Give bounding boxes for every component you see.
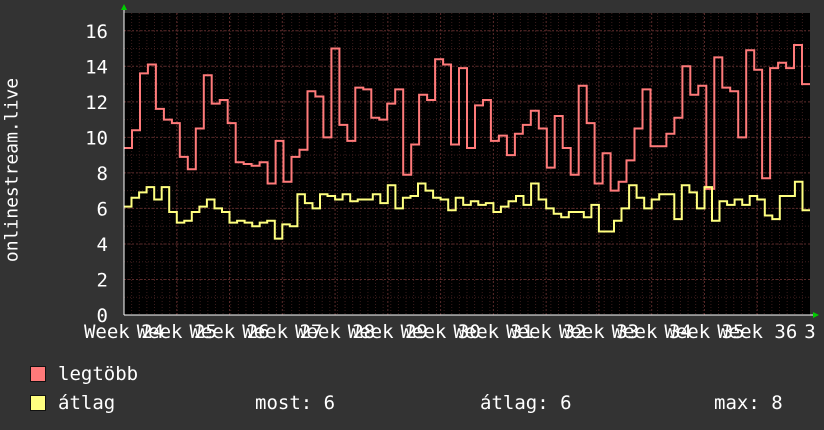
x-tick-label: Week 32	[506, 321, 586, 343]
y-tick-label: 2	[97, 269, 108, 291]
y-axis-label: onlinestream.live	[1, 77, 23, 263]
y-tick-label: 8	[97, 163, 108, 185]
series-line-1	[124, 180, 810, 240]
x-tick-label: Week 25	[137, 321, 217, 343]
y-tick-label: 16	[85, 21, 108, 43]
y-tick-label: 10	[85, 127, 108, 149]
y-axis-label-wrap: onlinestream.live	[1, 60, 23, 280]
x-tick-label: Week 27	[242, 321, 322, 343]
y-tick-label: 4	[97, 234, 108, 256]
legend-label-avg: átlag	[58, 392, 116, 414]
x-tick-label: Week 34	[612, 321, 692, 343]
series-line-0	[124, 44, 810, 192]
legend-swatch-avg	[30, 395, 46, 411]
legend-label-max: legtöbb	[58, 363, 139, 385]
x-tick-label: Week 30	[401, 321, 481, 343]
x-tick-label: Week 26	[189, 321, 269, 343]
y-axis-arrow	[121, 4, 127, 10]
x-tick-label: 3	[804, 321, 815, 343]
y-tick-label: 12	[85, 92, 108, 114]
stat-avg: átlag: 6	[480, 392, 572, 414]
y-tick-label: 6	[97, 198, 108, 220]
stat-max: max: 8	[714, 392, 783, 414]
y-tick-label: 0	[97, 305, 108, 327]
x-tick-label: Week 35	[664, 321, 744, 343]
x-tick-label: Week 36	[717, 321, 797, 343]
x-axis-arrow	[813, 312, 819, 318]
x-tick-label: Week 31	[453, 321, 533, 343]
legend-swatch-max	[30, 366, 46, 382]
stat-now: most: 6	[255, 392, 336, 414]
x-tick-label: Week 29	[348, 321, 428, 343]
x-tick-label: Week 24	[84, 321, 164, 343]
y-tick-label: 14	[85, 56, 108, 78]
x-tick-label: Week 33	[559, 321, 639, 343]
x-tick-label: Week 28	[295, 321, 375, 343]
